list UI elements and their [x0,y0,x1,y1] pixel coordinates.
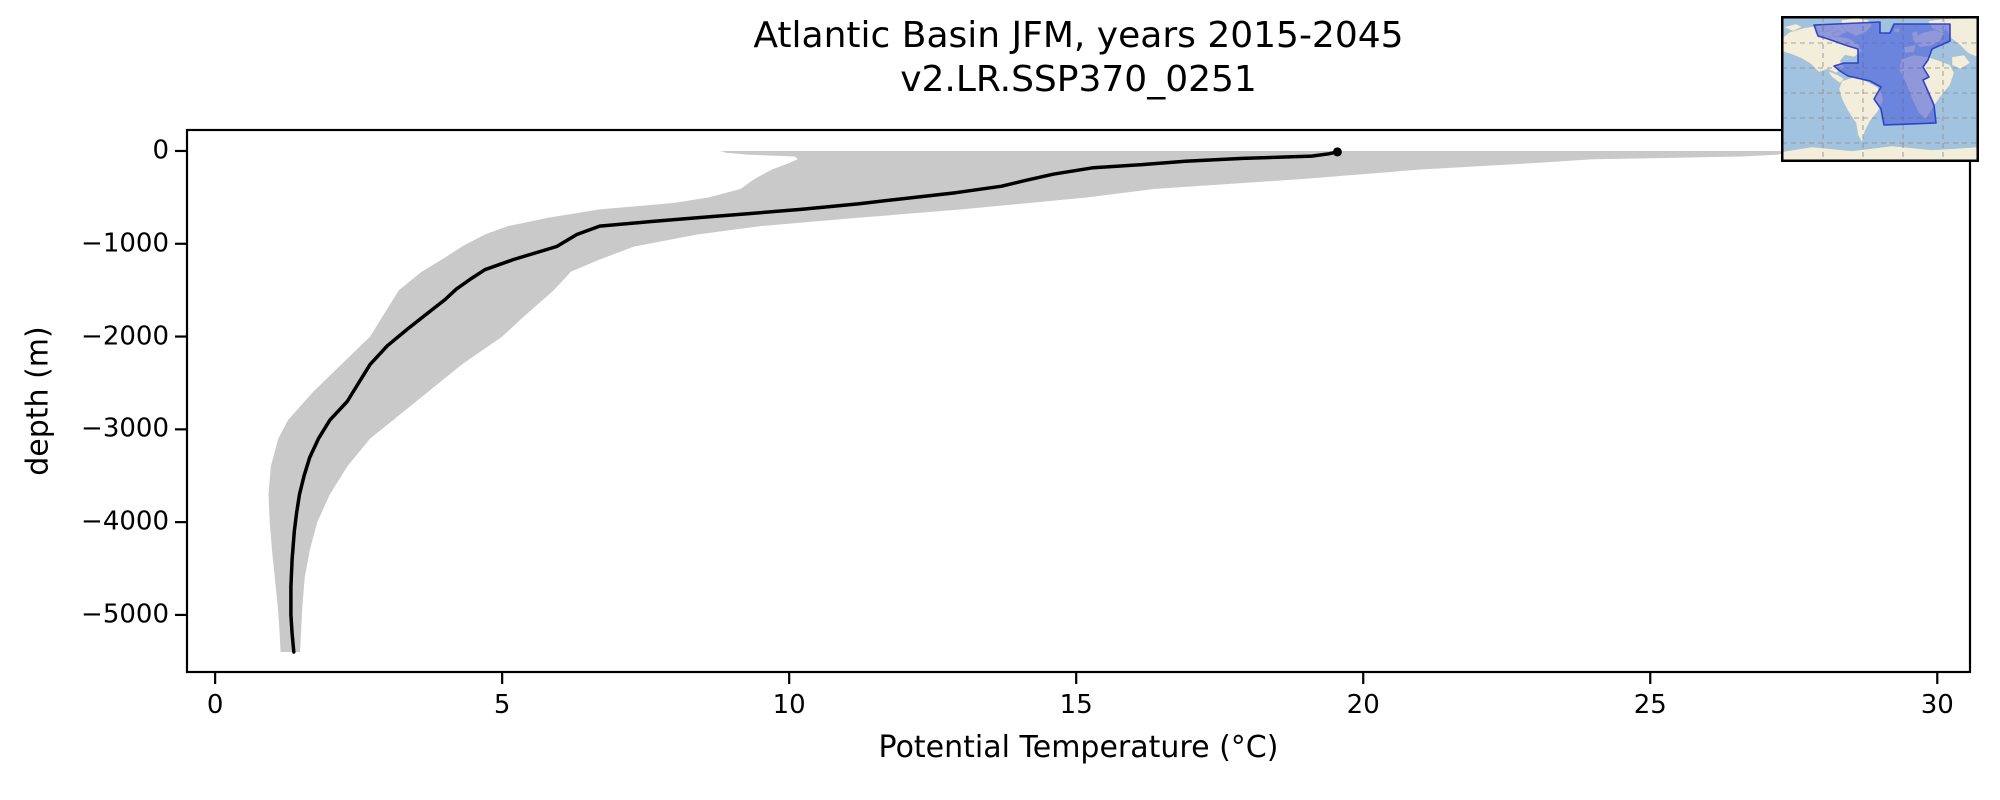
atlantic-basin-inset-map [1781,16,1979,162]
x-tick-label: 15 [1059,690,1093,720]
envelope-band [268,151,1794,652]
surface-point-marker [1332,147,1342,157]
axes-frame [185,128,1972,674]
y-tick-label: −4000 [81,506,169,537]
atlantic-basin-highlight [1813,21,1951,126]
chart-title-line1: Atlantic Basin JFM, years 2015-2045 [753,15,1404,56]
y-tick-label: −1000 [81,228,169,259]
y-tick-label: −3000 [81,413,169,444]
x-tick-label: 20 [1346,690,1380,720]
y-axis-label: depth (m) [20,326,56,476]
landmass [1783,23,1803,32]
x-tick-label: 10 [772,690,806,720]
axes-spines [185,128,1972,674]
x-tick-label: 0 [206,690,224,720]
chart-title: Atlantic Basin JFM, years 2015-2045 v2.L… [187,14,1970,102]
y-tick-label: −5000 [81,599,169,630]
x-tick-label: 5 [493,690,511,720]
envelope-band-polygon [268,151,1794,652]
y-tick-label: −2000 [81,320,169,351]
axis-tick-marks [175,149,1939,684]
map-border [1781,16,1979,162]
mean-profile-line [289,147,1342,654]
x-tick-label: 25 [1633,690,1667,720]
landmass [1781,145,1979,162]
y-tick-label: 0 [152,135,169,166]
chart-title-line2: v2.LR.SSP370_0251 [900,59,1257,100]
x-axis-label: Potential Temperature (°C) [878,730,1279,765]
landmass [1951,54,1971,70]
mean-profile-path [289,150,1340,654]
x-tick-label: 30 [1920,690,1954,720]
